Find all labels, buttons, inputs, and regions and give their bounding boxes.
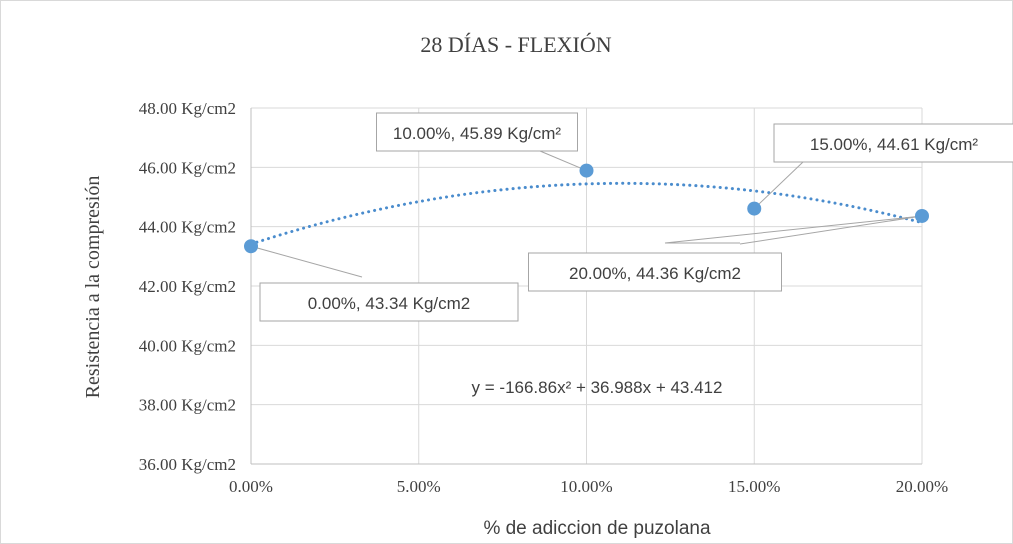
data-labels: 0.00%, 43.34 Kg/cm2 10.00%, 45.89 Kg/cm² 1…	[259, 112, 1013, 322]
y-tick-label: 48.00 Kg/cm2	[139, 99, 236, 118]
x-tick-label: 10.00%	[560, 477, 612, 496]
data-label-box	[376, 112, 578, 152]
x-tick-label: 20.00%	[896, 477, 948, 496]
data-label: 15.00%, 44.61 Kg/cm²	[810, 135, 979, 154]
data-label: 0.00%, 43.34 Kg/cm2	[308, 294, 471, 313]
data-label: 20.00%, 44.36 Kg/cm2	[569, 264, 741, 283]
leader-line	[250, 245, 363, 278]
y-tick-label: 46.00 Kg/cm2	[139, 158, 236, 177]
data-label-box	[773, 123, 1013, 163]
leader-line	[753, 161, 804, 209]
data-point	[579, 163, 594, 178]
data-point	[244, 239, 258, 254]
leader-line	[539, 150, 587, 172]
data-point	[747, 201, 762, 216]
x-tick-label: 15.00%	[728, 477, 780, 496]
x-tick-label: 5.00%	[397, 477, 441, 496]
data-label: 10.00%, 45.89 Kg/cm²	[393, 124, 562, 143]
y-tick-label: 40.00 Kg/cm2	[139, 336, 236, 355]
y-tick-label: 44.00 Kg/cm2	[139, 218, 236, 237]
leader-line	[664, 215, 923, 245]
x-axis-title: % de adiccion de puzolana	[483, 518, 711, 539]
x-tick-label: 0.00%	[229, 477, 273, 496]
axes: 36.00 Kg/cm2 38.00 Kg/cm2 40.00 Kg/cm2 42.0…	[139, 99, 948, 496]
data-label-box	[259, 282, 519, 322]
chart-title: 28 DÍAS - FLEXIÓN	[420, 32, 611, 57]
y-tick-label: 42.00 Kg/cm2	[139, 277, 236, 296]
y-tick-label: 38.00 Kg/cm2	[139, 396, 236, 415]
data-points	[244, 163, 929, 254]
data-label-box	[528, 252, 782, 292]
y-tick-label: 36.00 Kg/cm2	[139, 455, 236, 474]
trendline-equation: y = -166.86x² + 36.988x + 43.412	[472, 378, 723, 397]
leader-lines	[250, 150, 923, 278]
y-axis-title: Resistencia a la compresión	[82, 176, 104, 399]
trendline	[249, 181, 924, 246]
trendline-layer	[249, 181, 924, 246]
data-point	[915, 208, 929, 223]
